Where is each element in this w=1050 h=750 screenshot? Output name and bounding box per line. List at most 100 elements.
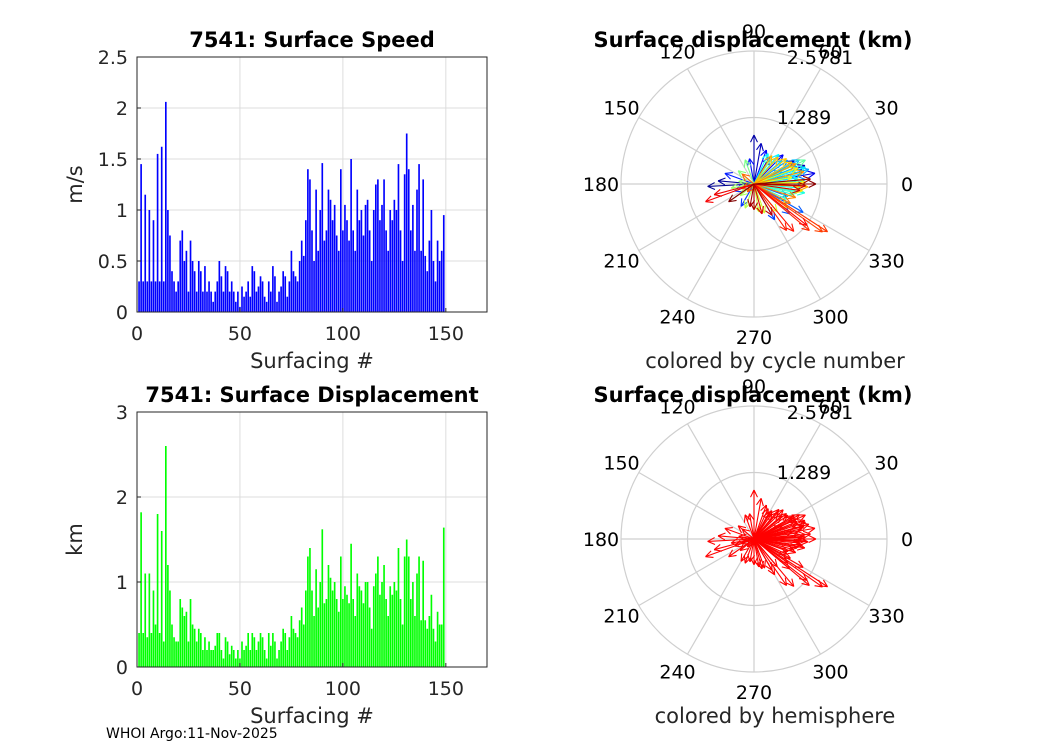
displacement-bar xyxy=(401,624,404,667)
polar-hemisphere-angle-label: 90 xyxy=(742,376,766,398)
speed-bar xyxy=(154,281,157,312)
displacement-bar xyxy=(362,603,365,667)
speed-bar xyxy=(307,169,309,312)
polar-cycle-spoke xyxy=(638,116,755,185)
displacement-bar xyxy=(315,569,317,667)
displacement-bar xyxy=(171,624,173,667)
speed-bar xyxy=(265,301,268,312)
speed-bar xyxy=(356,189,359,312)
polar-hemisphere-arrow xyxy=(750,539,758,566)
speed-bar xyxy=(381,204,383,312)
displacement-bar xyxy=(189,599,192,667)
speed-bar xyxy=(173,281,175,312)
speed-bar xyxy=(393,199,396,312)
speed-bar xyxy=(282,271,284,312)
polar-hemisphere-arrow xyxy=(728,538,755,558)
polar-cycle-rlabel: 2.5781 xyxy=(787,47,853,69)
displacement-bar xyxy=(424,620,427,667)
speed-bar xyxy=(323,240,326,312)
speed-bar xyxy=(191,261,194,312)
speed-bar xyxy=(232,291,235,312)
polar-cycle-arrow xyxy=(705,183,755,203)
displacement-bar xyxy=(150,633,153,667)
speed-bar xyxy=(317,250,319,312)
displacement-bar xyxy=(397,548,400,667)
polar-cycle-arrow xyxy=(753,183,795,232)
displacement-bar xyxy=(426,628,429,667)
displacement-bar xyxy=(173,637,175,667)
speed-bar xyxy=(416,189,418,312)
speed-bar xyxy=(298,261,301,312)
speed-ytick-label: 2.5 xyxy=(98,47,128,69)
polar-cycle-arrow xyxy=(753,155,773,185)
polar-cycle-caption: colored by cycle number xyxy=(645,349,905,373)
displacement-bar xyxy=(165,446,167,667)
speed-bar xyxy=(346,220,348,312)
speed-bar xyxy=(193,271,196,312)
speed-title: 7541: Surface Speed xyxy=(189,28,435,52)
displacement-bar xyxy=(372,586,375,667)
displacement-bar xyxy=(436,611,439,667)
displacement-bar xyxy=(302,624,305,667)
polar-cycle-angle-label: 120 xyxy=(659,41,695,63)
speed-bar xyxy=(253,271,256,312)
polar-hemisphere-arrow xyxy=(753,518,797,540)
speed-bar xyxy=(187,291,190,312)
displacement-bar xyxy=(144,573,147,667)
displacement-bar xyxy=(327,565,330,667)
displacement-bar xyxy=(152,590,155,667)
polar-hemisphere-arrow xyxy=(713,538,755,552)
displacement-bar xyxy=(346,594,348,667)
displacement-bar xyxy=(261,637,264,667)
displacement-bar xyxy=(317,607,319,667)
displacement-bar xyxy=(344,586,346,667)
displacement-bar xyxy=(358,586,361,667)
polar-hemisphere-arrow xyxy=(705,538,755,558)
speed-bar xyxy=(267,281,270,312)
polar-cycle-angle-label: 0 xyxy=(901,174,913,196)
displacement-bar xyxy=(160,531,163,667)
speed-bar xyxy=(300,240,303,312)
speed-bar xyxy=(278,291,280,312)
displacement-axes-box xyxy=(136,411,488,668)
speed-bar xyxy=(370,261,373,312)
speed-bar xyxy=(407,169,410,312)
displacement-bar xyxy=(389,586,392,667)
polar-cycle-angle-label: 90 xyxy=(742,21,766,43)
polar-cycle-angle-label: 180 xyxy=(583,174,619,196)
speed-bar xyxy=(377,179,379,312)
speed-bar xyxy=(436,240,439,312)
polar-cycle-spoke xyxy=(638,183,755,252)
polar-hemisphere-angle-label: 210 xyxy=(603,606,639,628)
speed-bar xyxy=(259,276,262,312)
speed-bar xyxy=(140,164,142,312)
speed-bar xyxy=(434,281,437,312)
displacement-bar xyxy=(416,573,418,667)
displacement-bar xyxy=(212,650,214,667)
polar-cycle-arrow xyxy=(728,183,755,203)
speed-bar xyxy=(286,296,289,312)
speed-bar xyxy=(391,220,394,312)
speed-bar xyxy=(218,261,221,312)
displacement-bar xyxy=(307,556,309,667)
speed-bar xyxy=(352,230,354,312)
displacement-bar xyxy=(255,650,258,667)
footer-text: WHOI Argo:11-Nov-2025 xyxy=(106,726,278,742)
polar-hemisphere-arrow xyxy=(753,538,773,571)
displacement-ytick-label: 1 xyxy=(116,572,128,594)
displacement-bar xyxy=(434,641,437,667)
speed-bar xyxy=(181,230,184,312)
displacement-bar xyxy=(280,641,282,667)
polar-cycle-arrow xyxy=(753,163,797,185)
displacement-bar xyxy=(298,620,301,667)
displacement-bar xyxy=(274,641,276,667)
displacement-bar xyxy=(331,590,334,667)
polar-cycle-arrow xyxy=(753,158,788,185)
polar-hemisphere-angle-label: 330 xyxy=(868,606,904,628)
polar-cycle-arrow xyxy=(713,183,755,197)
polar-hemisphere-arrow xyxy=(754,535,817,543)
displacement-bar xyxy=(206,650,208,667)
speed-bar xyxy=(292,271,295,312)
speed-bar xyxy=(185,250,188,312)
displacement-bar xyxy=(202,650,204,667)
